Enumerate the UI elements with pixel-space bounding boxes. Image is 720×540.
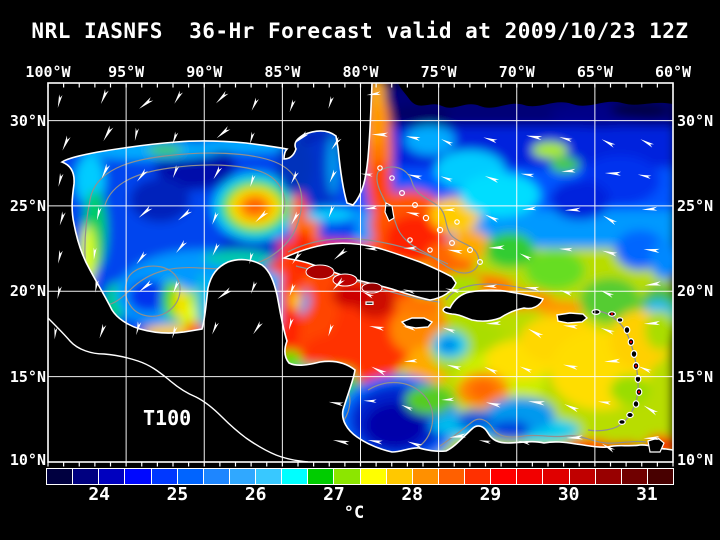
lat-label-left: 15°N <box>9 367 46 386</box>
colorbar-tick-label: 31 <box>636 484 658 505</box>
puerto-rico <box>556 312 589 324</box>
colorbar-cell <box>334 469 360 484</box>
lat-label-left: 25°N <box>9 196 46 215</box>
colorbar-cell <box>517 469 543 484</box>
island-warm-specks <box>610 312 641 394</box>
wind-arrows <box>54 89 662 453</box>
pacific-coastline <box>48 317 309 462</box>
lon-label: 100°W <box>25 63 71 81</box>
page-title: NRL IASNFS 36-Hr Forecast valid at 2009/… <box>31 19 689 43</box>
lat-label-left: 20°N <box>9 282 46 301</box>
colorbar-cell <box>47 469 73 484</box>
bahamas <box>377 165 484 266</box>
colorbar-cell <box>595 469 621 484</box>
colorbar-cell <box>125 469 151 484</box>
colorbar-tick-label: 24 <box>88 484 110 505</box>
colorbar-cell <box>465 469 491 484</box>
colorbar-cell <box>491 469 517 484</box>
colorbar-cell <box>412 469 438 484</box>
lon-label: 95°W <box>108 63 145 81</box>
lat-label-left: 30°N <box>9 111 46 130</box>
colorbar-cell <box>203 469 229 484</box>
hispaniola <box>442 289 545 322</box>
colorbar-cell <box>282 469 308 484</box>
lon-label: 75°W <box>420 63 457 81</box>
colorbar-cell <box>386 469 412 484</box>
variable-label: T100 <box>143 406 192 430</box>
coastline <box>60 83 673 453</box>
lat-label-right: 20°N <box>677 282 714 301</box>
colorbar-cell <box>177 469 203 484</box>
colorbar-cell <box>621 469 647 484</box>
lon-label: 65°W <box>576 63 613 81</box>
degree-ticks <box>47 83 674 467</box>
lesser-antilles <box>365 301 665 453</box>
lon-label: 90°W <box>186 63 223 81</box>
colorbar-cell <box>438 469 464 484</box>
colorbar-cell <box>99 469 125 484</box>
colorbar-cell <box>308 469 334 484</box>
lat-label-right: 30°N <box>677 111 714 130</box>
colorbar-cell <box>73 469 99 484</box>
graticule <box>48 83 673 462</box>
lat-label-left: 10°N <box>9 451 46 469</box>
lon-label: 80°W <box>342 63 379 81</box>
colorbar-tick-label: 30 <box>557 484 580 505</box>
colorbar-tick-label: 27 <box>323 484 345 505</box>
colorbar-cell <box>360 469 386 484</box>
lat-label-right: 25°N <box>677 196 714 215</box>
lat-label-right: 15°N <box>677 367 714 386</box>
colorbar-cell <box>647 469 673 484</box>
jamaica <box>400 317 434 329</box>
colorbar-cell <box>151 469 177 484</box>
colorbar-cell <box>569 469 595 484</box>
colorbar-tick-label: 26 <box>244 484 267 505</box>
colorbar-tick-label: 28 <box>401 484 423 505</box>
colorbar-cell <box>543 469 569 484</box>
lat-label-right: 10°N <box>677 451 714 469</box>
colorbar-tick-label: 25 <box>166 484 189 505</box>
colorbar <box>46 468 674 485</box>
no-data-band <box>398 83 673 108</box>
colorbar-units: °C <box>343 503 365 523</box>
lon-label: 70°W <box>498 63 535 81</box>
map-area <box>48 83 673 462</box>
colorbar-cell <box>229 469 255 484</box>
colorbar-cell <box>256 469 282 484</box>
lon-label: 85°W <box>264 63 301 81</box>
colorbar-tick-label: 29 <box>479 484 502 505</box>
lon-label: 60°W <box>654 63 692 81</box>
